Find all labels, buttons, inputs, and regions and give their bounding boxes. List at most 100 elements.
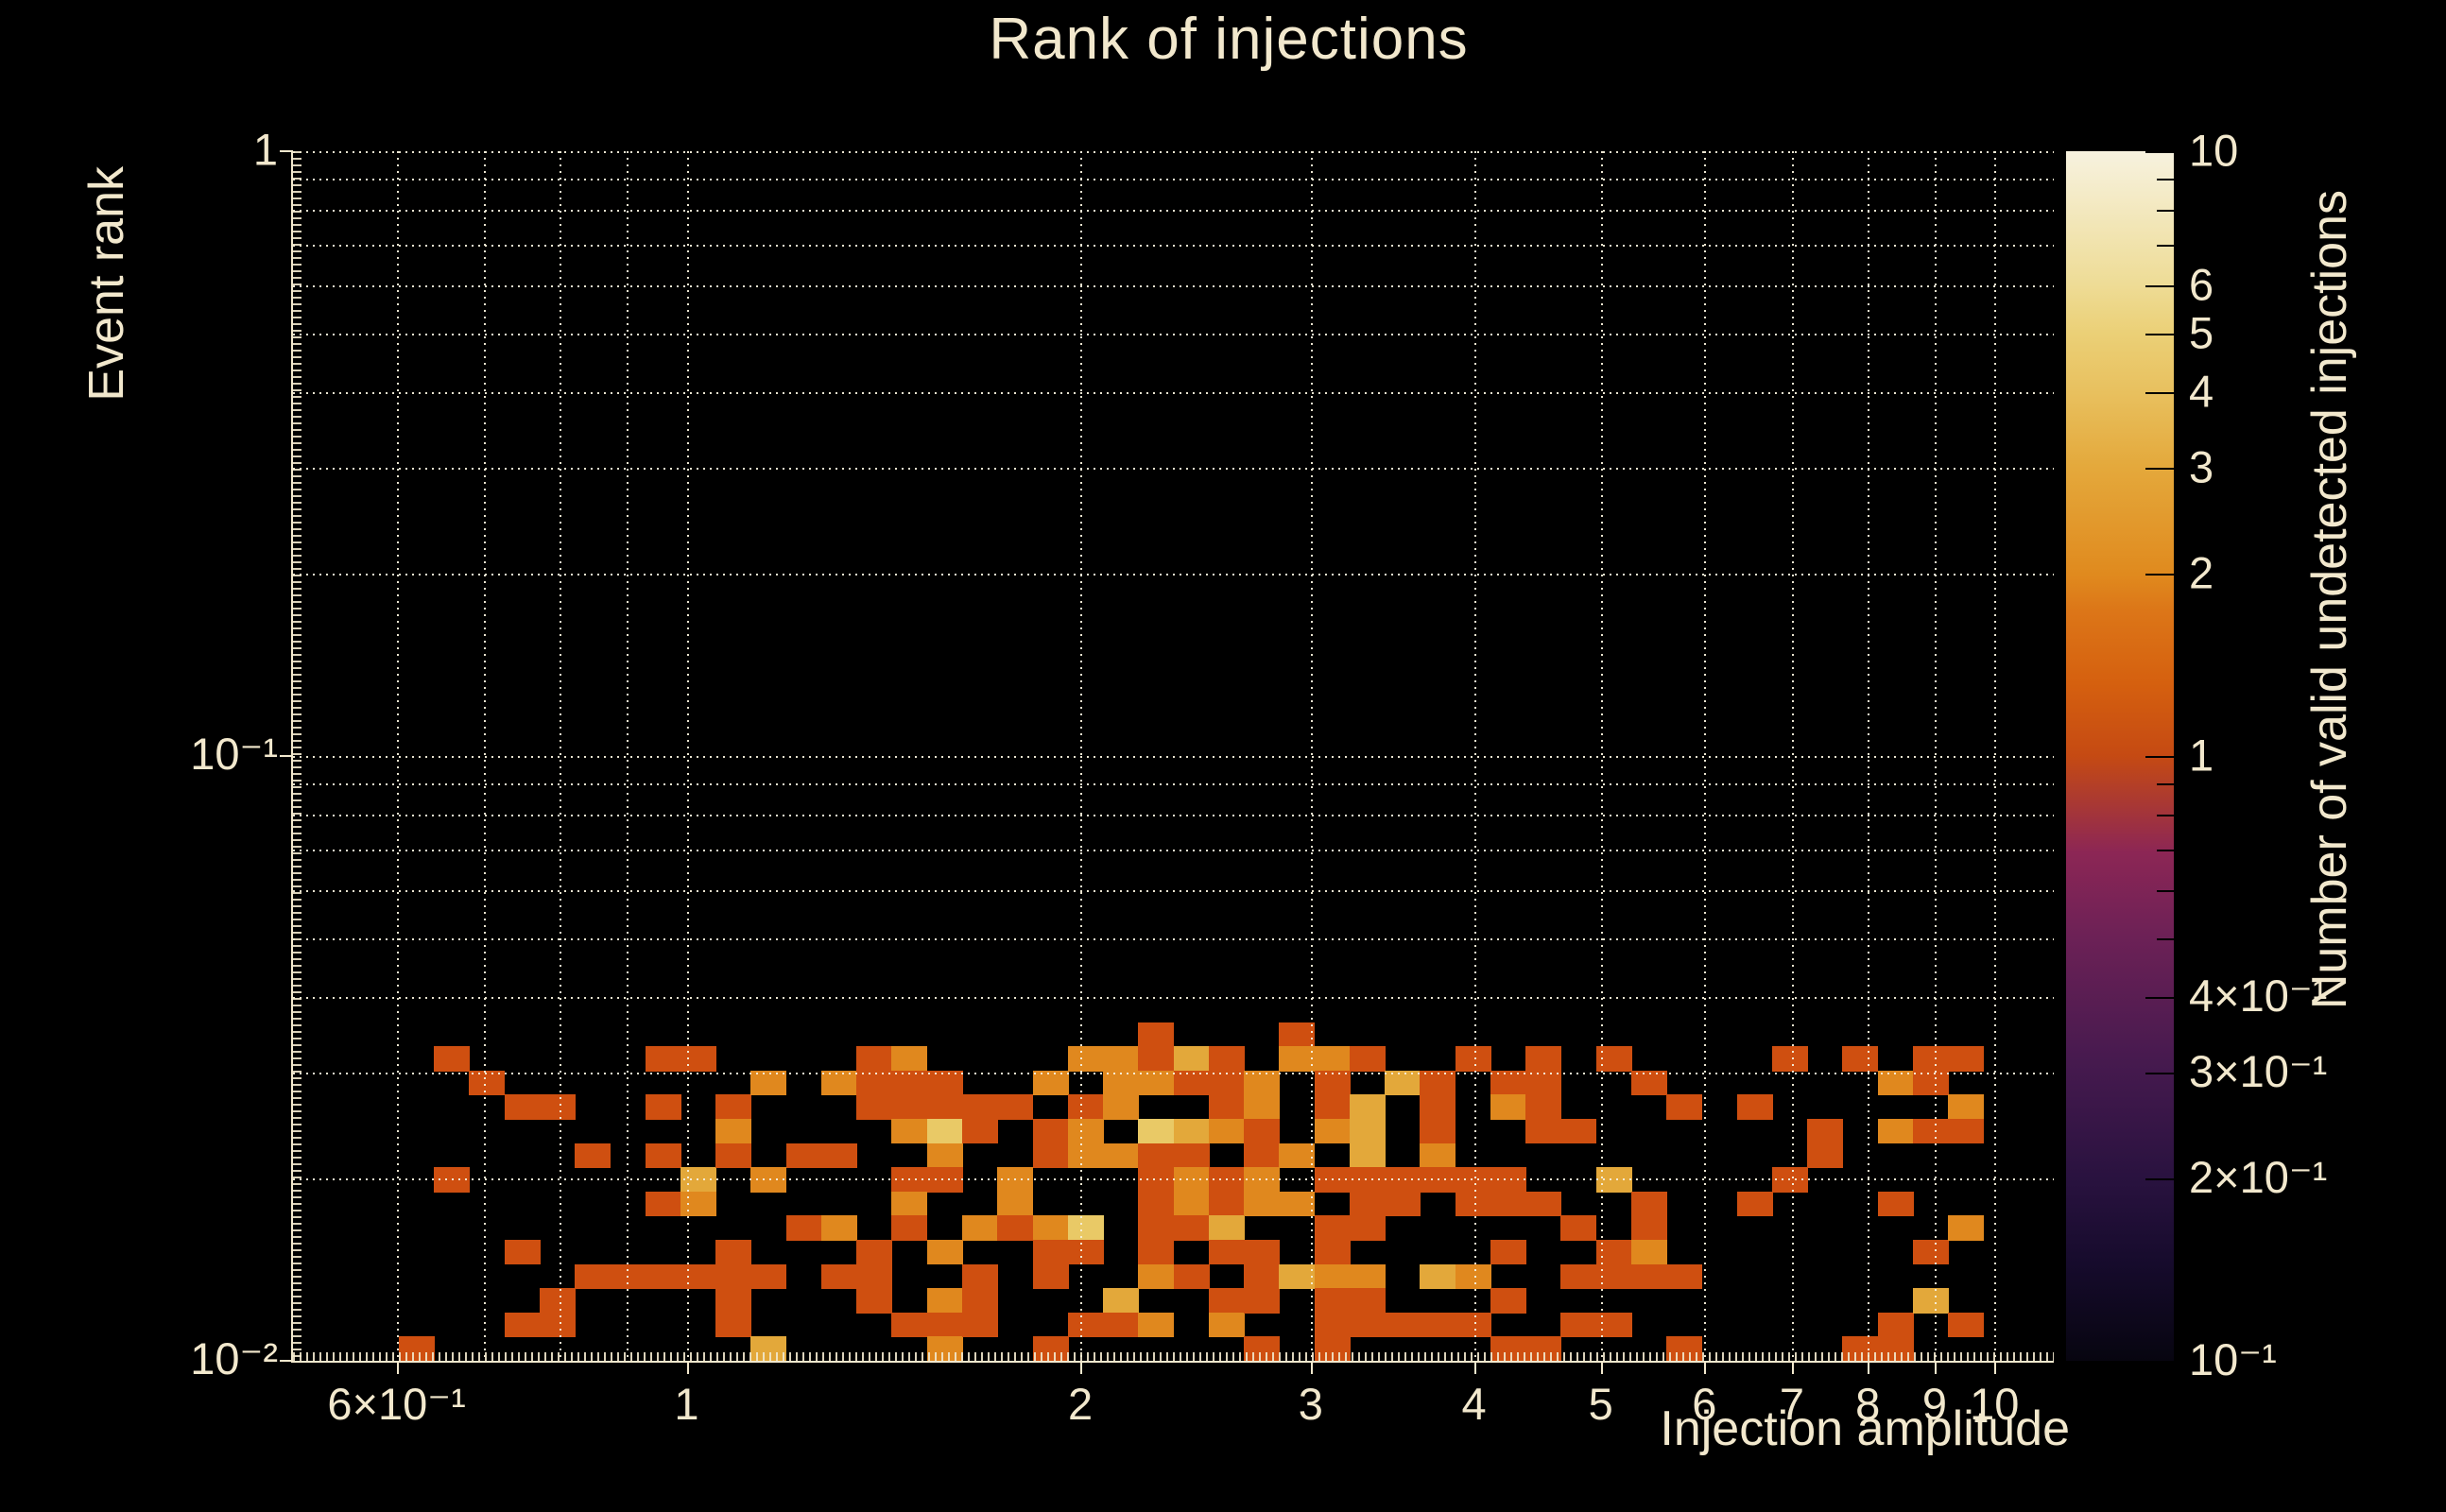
heatmap-cell <box>715 1312 752 1338</box>
heatmap-cell <box>785 1143 822 1168</box>
heatmap-cell <box>1138 1263 1175 1289</box>
left-minor-ticks-comb <box>293 151 301 1361</box>
heatmap-cell <box>891 1094 928 1120</box>
heatmap-cell <box>961 1312 998 1338</box>
colorbar-tick-mark <box>2145 1072 2174 1074</box>
heatmap-cell <box>1103 1070 1140 1096</box>
gridline-horizontal <box>293 783 2054 786</box>
colorbar-tick-label: 3 <box>2189 440 2214 491</box>
x-tick-mark <box>1080 1361 1083 1374</box>
x-axis-tick-label: 1 <box>674 1379 699 1429</box>
y-tick-mark <box>280 1360 293 1362</box>
heatmap-cell <box>1525 1191 1562 1217</box>
heatmap-cell <box>750 1070 787 1096</box>
heatmap-cell <box>1173 1046 1210 1072</box>
colorbar <box>2066 151 2174 1363</box>
x-tick-mark <box>1935 1361 1937 1374</box>
heatmap-cell <box>715 1288 752 1314</box>
heatmap-cell <box>1420 1070 1456 1096</box>
heatmap-cell <box>1067 1143 1104 1168</box>
heatmap-cell <box>961 1119 998 1144</box>
x-tick-mark <box>1310 1361 1313 1374</box>
gridline-horizontal <box>293 756 2054 758</box>
colorbar-tick-label: 4 <box>2189 366 2214 417</box>
heatmap-cell <box>1666 1094 1703 1120</box>
heatmap-cell <box>1067 1240 1104 1265</box>
heatmap-cell <box>961 1288 998 1314</box>
x-axis-tick-label: 8 <box>1855 1379 1881 1429</box>
heatmap-cell <box>1630 1191 1667 1217</box>
colorbar-minor-tick-mark <box>2157 815 2174 816</box>
x-tick-mark <box>396 1361 399 1374</box>
heatmap-cell <box>926 1070 963 1096</box>
heatmap-cell <box>1349 1119 1386 1144</box>
axis-spine-bottom <box>291 1361 2054 1363</box>
colorbar-tick-mark <box>2145 467 2174 470</box>
heatmap-cell <box>1420 1119 1456 1144</box>
colorbar-tick-label: 10⁻¹ <box>2189 1333 2277 1384</box>
heatmap-cell <box>1349 1046 1386 1072</box>
heatmap-cell <box>856 1070 893 1096</box>
colorbar-tick-label: 4×10⁻¹ <box>2189 970 2328 1021</box>
heatmap-cell <box>820 1143 857 1168</box>
y-axis-title: Event rank <box>79 165 134 402</box>
heatmap-cell <box>1490 1191 1526 1217</box>
heatmap-cell <box>1279 1263 1316 1289</box>
colorbar-tick-label: 2 <box>2189 547 2214 598</box>
heatmap-cell <box>1279 1022 1316 1047</box>
chart-title: Rank of injections <box>989 7 1469 72</box>
colorbar-tick-label: 10 <box>2189 125 2239 176</box>
heatmap-cell <box>1173 1070 1210 1096</box>
heatmap-cell <box>1877 1312 1914 1338</box>
heatmap-cell <box>1913 1288 1950 1314</box>
heatmap-cell <box>1173 1191 1210 1217</box>
heatmap-cell <box>1208 1215 1245 1241</box>
heatmap-cell <box>504 1312 541 1338</box>
heatmap-cell <box>1913 1240 1950 1265</box>
colorbar-minor-tick-mark <box>2157 210 2174 212</box>
colorbar-tick-mark <box>2145 574 2174 576</box>
colorbar-tick-label: 5 <box>2189 307 2214 358</box>
heatmap-cell <box>1032 1240 1069 1265</box>
heatmap-cell <box>1560 1312 1597 1338</box>
x-axis-tick-label: 6 <box>1692 1379 1717 1429</box>
heatmap-cell <box>891 1215 928 1241</box>
heatmap-cell <box>1173 1215 1210 1241</box>
x-axis-tick-label: 7 <box>1779 1379 1804 1429</box>
gridline-horizontal <box>293 285 2054 287</box>
heatmap-cell <box>1208 1119 1245 1144</box>
heatmap-cell <box>856 1288 893 1314</box>
heatmap-cell <box>1314 1240 1351 1265</box>
heatmap-cell <box>1067 1312 1104 1338</box>
heatmap-cell <box>1173 1143 1210 1168</box>
colorbar-tick-mark <box>2145 1361 2174 1363</box>
heatmap-cell <box>1138 1022 1175 1047</box>
heatmap-cell <box>1138 1215 1175 1241</box>
heatmap-cell <box>1103 1046 1140 1072</box>
heatmap-cell <box>1913 1070 1950 1096</box>
heatmap-cell <box>715 1119 752 1144</box>
heatmap-cell <box>856 1240 893 1265</box>
x-axis-tick-label: 6×10⁻¹ <box>327 1379 466 1429</box>
gridline-horizontal <box>293 333 2054 335</box>
heatmap-cell <box>1208 1288 1245 1314</box>
heatmap-cell <box>1420 1094 1456 1120</box>
y-tick-mark <box>280 150 293 152</box>
x-tick-mark <box>1868 1361 1870 1374</box>
heatmap-cell <box>1314 1119 1351 1144</box>
colorbar-minor-tick-mark <box>2157 245 2174 248</box>
heatmap-cell <box>820 1070 857 1096</box>
heatmap-cell <box>891 1046 928 1072</box>
heatmap-cell <box>1948 1094 1985 1120</box>
x-axis-tick-label: 10 <box>1970 1379 2020 1429</box>
gridline-horizontal <box>293 210 2054 212</box>
x-tick-mark <box>1704 1361 1707 1374</box>
heatmap-cell <box>1208 1312 1245 1338</box>
x-tick-mark <box>1473 1361 1476 1374</box>
heatmap-cell <box>645 1191 681 1217</box>
gridline-horizontal <box>293 850 2054 852</box>
heatmap-cell <box>891 1191 928 1217</box>
heatmap-cell <box>1138 1070 1175 1096</box>
heatmap-cell <box>1948 1119 1985 1144</box>
heatmap-cell <box>1385 1070 1421 1096</box>
